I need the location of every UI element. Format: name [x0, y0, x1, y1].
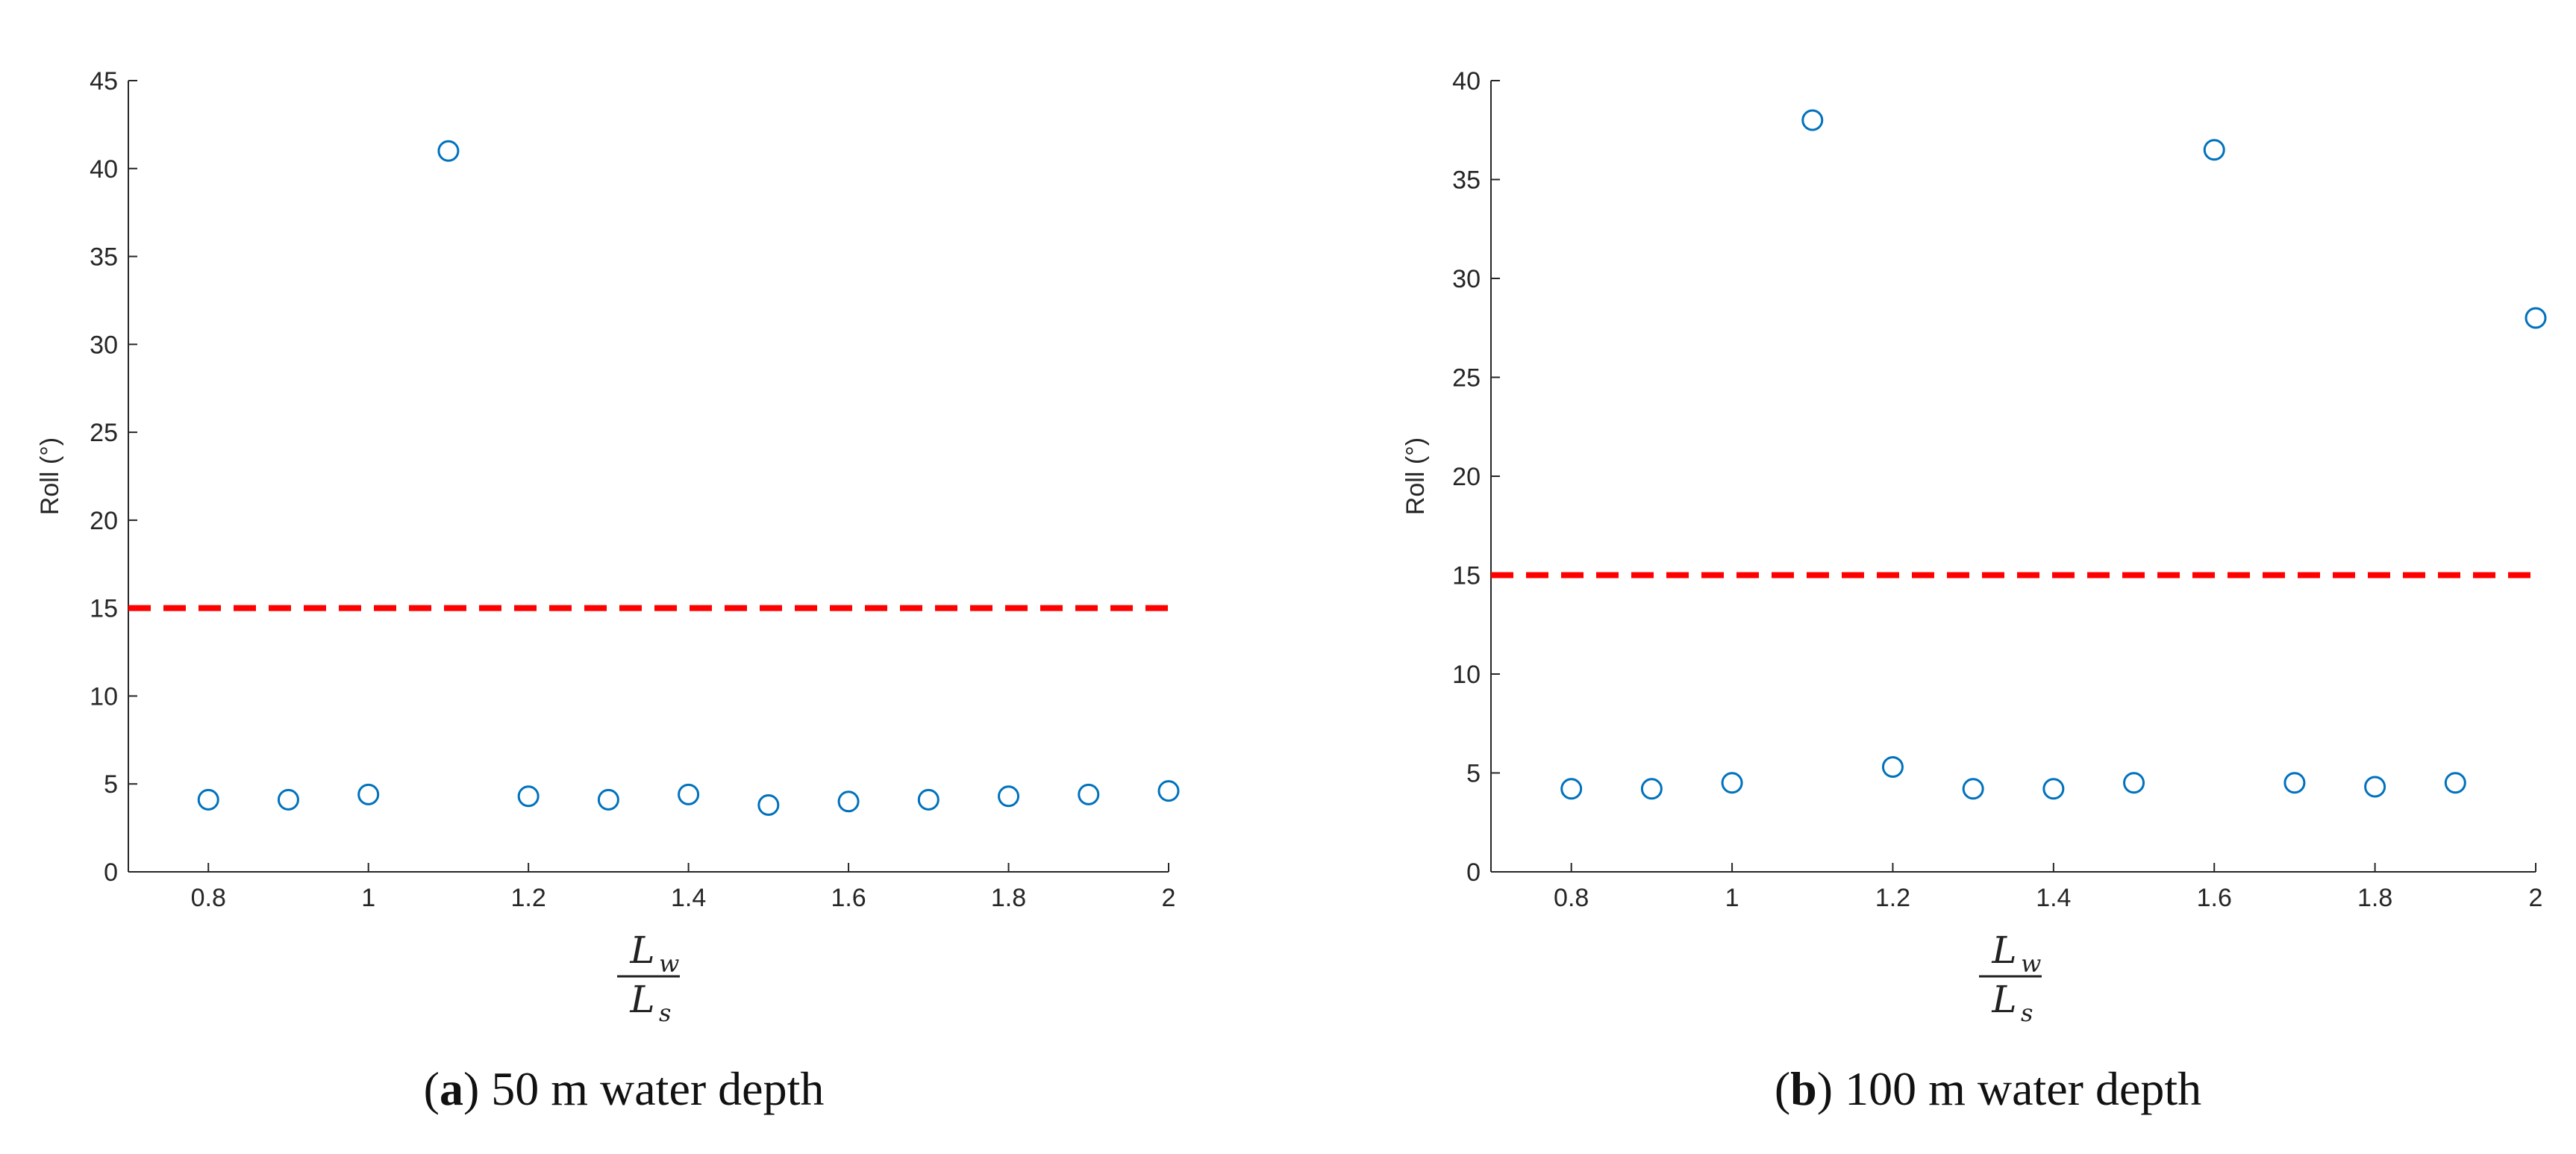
data-point: [437, 140, 460, 162]
x-tick-label: 0.8: [1554, 884, 1589, 912]
data-point: [1962, 778, 1984, 800]
x-tick-label: 1.4: [671, 884, 706, 912]
y-tick-label: 0: [1466, 858, 1481, 887]
y-tick-label: 25: [1452, 364, 1481, 393]
chart-panel-a: 0 5 10 15 20 25 30 35 40 45 0.8 1 1.2 1.4 1.6 1.8 2 Roll …: [36, 67, 1180, 1115]
y-tick-label: 15: [90, 595, 118, 623]
data-point: [2203, 139, 2225, 161]
data-point: [2525, 307, 2547, 329]
x-tick-label: 1: [361, 884, 375, 912]
y-tick-label: 35: [90, 243, 118, 272]
chart-panel-b: 0 5 10 15 20 25 30 35 40 0.8 1 1.2 1.4 1.6 1.8 2 Roll (°…: [1401, 67, 2547, 1115]
data-point: [1801, 109, 1824, 131]
data-point: [1881, 756, 1904, 779]
data-point: [1157, 780, 1180, 802]
data-point: [1078, 783, 1100, 805]
y-tick-label: 15: [1452, 562, 1481, 590]
data-point: [678, 783, 700, 805]
x-label-denominator-sub: s: [659, 999, 671, 1027]
data-point: [2364, 776, 2386, 798]
y-tick-label: 5: [1466, 760, 1481, 788]
data-point: [1560, 778, 1583, 800]
y-tick-label: 5: [104, 770, 118, 799]
data-point: [2444, 772, 2466, 794]
x-tick-label: 1.8: [2357, 884, 2392, 912]
y-tick-label: 20: [90, 507, 118, 535]
y-tick-label: 40: [1452, 67, 1481, 96]
y-tick-label: 0: [104, 858, 118, 887]
panel-caption: (a) 50 m water depth: [424, 1062, 825, 1115]
data-point: [517, 785, 540, 808]
y-tick-label: 45: [90, 67, 118, 96]
x-tick-label: 2: [2529, 884, 2543, 912]
y-tick-label: 35: [1452, 166, 1481, 195]
y-tick-label: 30: [1452, 265, 1481, 293]
panel-caption: (b) 100 m water depth: [1775, 1062, 2201, 1115]
x-label-numerator-sub: w: [659, 949, 679, 978]
y-tick-label: 25: [90, 419, 118, 447]
x-tick-label: 1.4: [2036, 884, 2071, 912]
y-tick-label: 30: [90, 331, 118, 359]
data-point: [277, 788, 299, 811]
x-label-numerator: L: [1991, 929, 2016, 972]
x-tick-label: 1.8: [991, 884, 1026, 912]
x-tick-label: 2: [1162, 884, 1176, 912]
x-tick-label: 1.2: [1875, 884, 1910, 912]
x-tick-label: 1.2: [511, 884, 546, 912]
x-label-denominator: L: [1991, 978, 2016, 1021]
x-label-denominator-sub: s: [2021, 999, 2033, 1027]
data-point: [2042, 778, 2065, 800]
x-label-denominator: L: [629, 978, 654, 1021]
data-point: [1640, 778, 1663, 800]
x-tick-label: 1.6: [831, 884, 866, 912]
data-point: [917, 788, 940, 811]
data-point: [597, 788, 619, 811]
data-point: [197, 788, 219, 811]
x-label-numerator: L: [629, 929, 654, 972]
x-tick-label: 1: [1725, 884, 1739, 912]
y-tick-label: 20: [1452, 463, 1481, 491]
x-label-numerator-sub: w: [2021, 949, 2041, 978]
y-tick-label: 10: [90, 682, 118, 711]
y-axis-label: Roll (°): [1401, 437, 1430, 515]
data-point: [357, 783, 380, 805]
data-point: [998, 785, 1020, 808]
x-tick-label: 1.6: [2197, 884, 2232, 912]
data-point: [1721, 772, 1743, 794]
data-point: [837, 790, 860, 813]
y-axis-label: Roll (°): [36, 437, 64, 515]
data-point: [757, 793, 780, 816]
x-tick-label: 0.8: [191, 884, 226, 912]
data-point: [2123, 772, 2145, 794]
y-tick-label: 40: [90, 155, 118, 184]
data-point: [2283, 772, 2306, 794]
y-tick-label: 10: [1452, 661, 1481, 689]
